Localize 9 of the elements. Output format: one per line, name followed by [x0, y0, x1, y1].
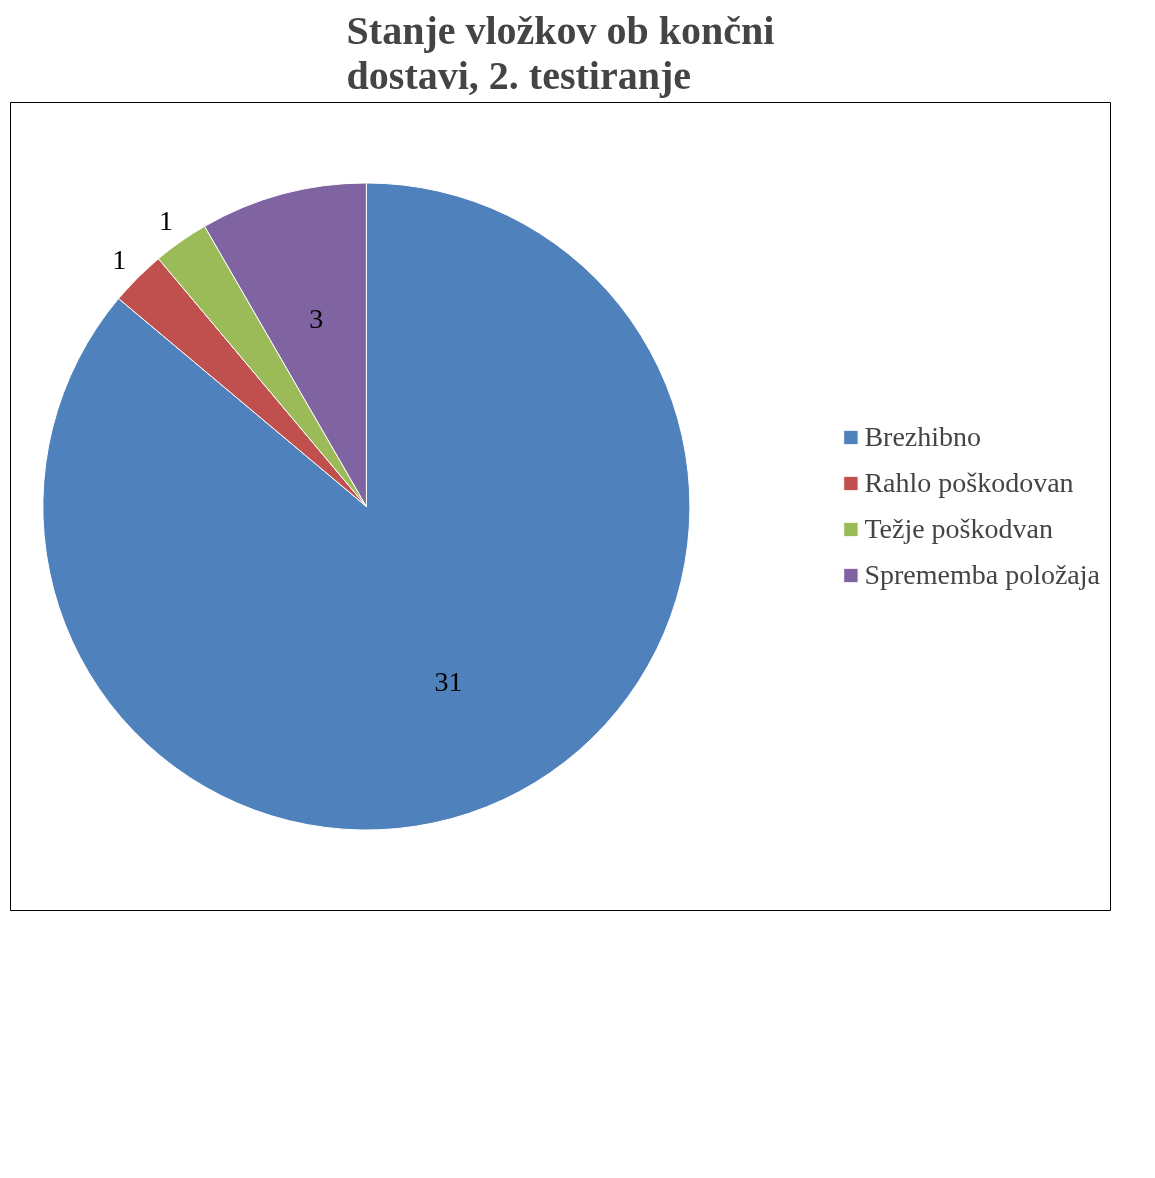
legend-label: Težje poškodvan — [864, 513, 1053, 545]
data-label: 31 — [434, 666, 463, 698]
data-label: 1 — [158, 204, 173, 236]
data-label: 1 — [112, 243, 127, 275]
legend-label: Rahlo poškodovan — [864, 467, 1074, 499]
legend-label: Brezhibno — [864, 421, 982, 453]
chart-title: Stanje vložkov ob končni dostavi, 2. testiranje — [346, 7, 775, 98]
data-label: 3 — [309, 303, 324, 335]
legend-label: Sprememba položaja — [864, 559, 1100, 591]
